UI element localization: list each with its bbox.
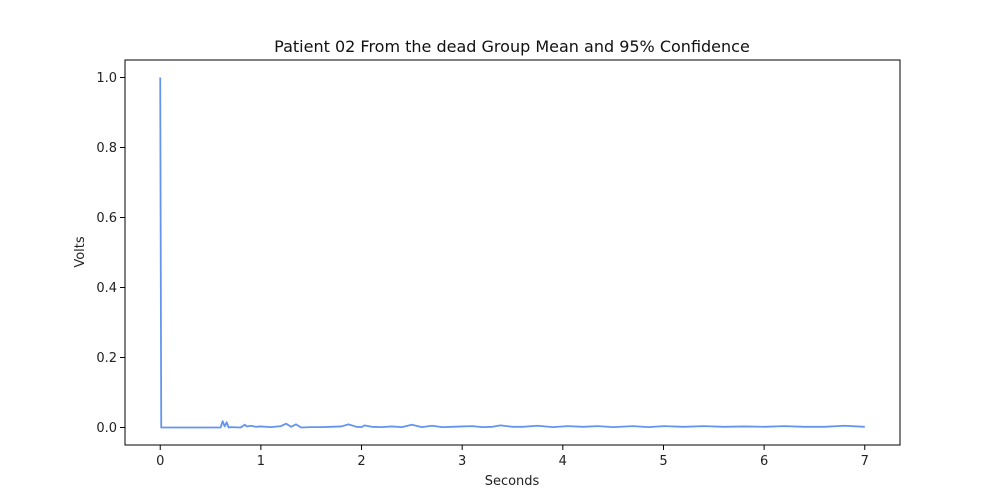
- x-tick-label: 1: [257, 454, 265, 469]
- x-tick-label: 4: [559, 454, 567, 469]
- y-tick-label: 0.0: [96, 421, 117, 436]
- series-line: [159, 77, 865, 429]
- y-tick-label: 0.6: [96, 211, 117, 226]
- plot-frame: [124, 59, 901, 446]
- x-tick-label: 6: [760, 454, 768, 469]
- x-tick-label: 5: [659, 454, 667, 469]
- chart-title: Patient 02 From the dead Group Mean and …: [274, 37, 750, 56]
- y-tick-label: 0.4: [96, 281, 117, 296]
- x-tick-label: 2: [357, 454, 365, 469]
- y-tick-label: 0.8: [96, 141, 117, 156]
- x-tick-label: 3: [458, 454, 466, 469]
- plot-area: [159, 77, 865, 429]
- y-tick-label: 1.0: [96, 71, 117, 86]
- x-tick-label: 7: [861, 454, 869, 469]
- x-axis-title: Seconds: [485, 474, 540, 489]
- x-axis: 0 1 2 3 4 5 6 7: [156, 445, 869, 469]
- y-axis-title: Volts: [73, 236, 88, 268]
- y-axis: 0.0 0.2 0.4 0.6 0.8 1.0: [96, 71, 125, 436]
- y-tick-label: 0.2: [96, 351, 117, 366]
- x-tick-label: 0: [156, 454, 164, 469]
